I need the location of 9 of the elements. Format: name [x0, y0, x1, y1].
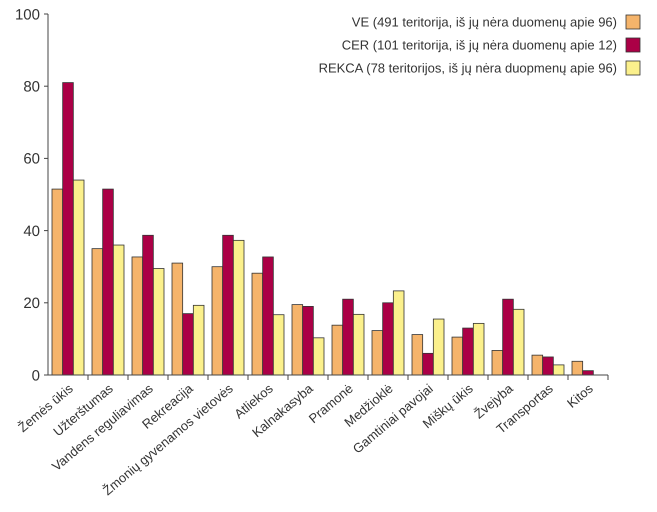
legend-label: REKCA (78 teritorijos, iš jų nėra duopmenų apie 96): [318, 60, 617, 76]
y-tick-label: 40: [23, 222, 40, 240]
y-tick-label: 60: [23, 150, 40, 168]
y-tick-label: 80: [23, 78, 40, 96]
y-tick-label: 20: [23, 295, 40, 312]
legend-label: CER (101 teritorija, iš jų nėra duomenų apie 12): [342, 38, 617, 53]
y-tick-label: 0: [32, 367, 40, 384]
legend-label: VE (491 teritorija, iš jų nėra duomenų apie 96): [352, 14, 617, 30]
y-tick-label: 100: [14, 6, 40, 24]
